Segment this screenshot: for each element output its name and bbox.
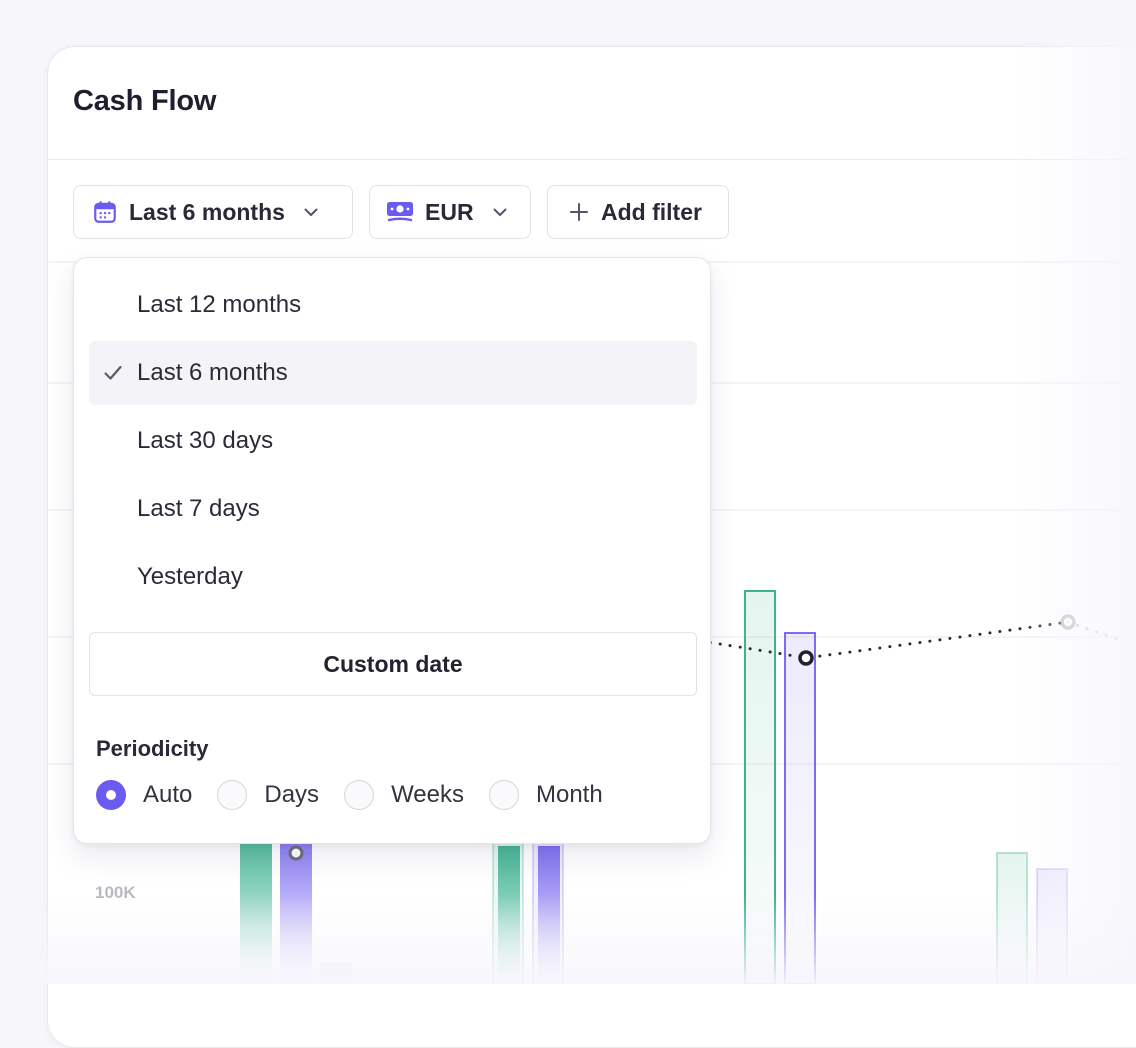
header-divider <box>48 159 1136 160</box>
income-bar <box>498 846 520 984</box>
currency-filter-label: EUR <box>425 198 474 225</box>
card-title: Cash Flow <box>73 85 217 117</box>
radio-indicator <box>217 780 248 810</box>
periodicity-radio[interactable]: Weeks <box>344 780 464 810</box>
expense-bar <box>320 962 352 984</box>
radio-indicator <box>488 780 519 810</box>
expense-bar <box>1036 868 1068 984</box>
periodicity-radio-group: Auto Days Weeks Month <box>96 780 628 810</box>
income-bar <box>240 830 272 980</box>
period-option-label: Last 12 months <box>137 291 302 318</box>
radio-indicator <box>96 780 126 810</box>
line-point <box>1060 614 1076 630</box>
period-option-label: Yesterday <box>137 563 243 590</box>
period-option[interactable]: Last 30 days <box>89 409 697 473</box>
banknote-icon <box>386 199 414 225</box>
period-option[interactable]: Last 7 days <box>89 477 697 541</box>
periodicity-radio[interactable]: Days <box>217 780 319 810</box>
period-filter-label: Last 6 months <box>129 198 285 225</box>
period-dropdown-menu: Last 12 months Last 6 months Last 30 days L… <box>73 257 711 844</box>
period-option-label: Last 30 days <box>137 427 274 454</box>
periodicity-radio-label: Month <box>535 781 603 808</box>
expense-bar <box>784 632 816 984</box>
periodicity-radio-label: Weeks <box>391 781 464 808</box>
chevron-down-icon <box>490 202 510 222</box>
chevron-down-icon <box>301 202 321 222</box>
currency-filter-button[interactable]: EUR <box>369 185 531 239</box>
expense-bar <box>538 846 560 984</box>
add-filter-label: Add filter <box>601 198 702 225</box>
check-icon <box>89 362 137 384</box>
period-option-label: Last 6 months <box>137 359 288 386</box>
custom-date-button[interactable]: Custom date <box>89 632 697 696</box>
calendar-icon <box>92 199 118 225</box>
periodicity-radio-label: Auto <box>143 781 193 808</box>
periodicity-radio[interactable]: Month <box>488 780 603 810</box>
line-point <box>288 845 304 861</box>
period-option[interactable]: Last 6 months <box>89 341 697 405</box>
period-option[interactable]: Last 12 months <box>89 273 697 337</box>
periodicity-label: Periodicity <box>96 736 209 761</box>
period-option-label: Last 7 days <box>137 495 260 522</box>
period-filter-button[interactable]: Last 6 months <box>73 185 353 239</box>
add-filter-button[interactable]: Add filter <box>547 185 729 239</box>
periodicity-radio-label: Days <box>264 781 320 808</box>
plus-icon <box>568 201 590 223</box>
period-option[interactable]: Yesterday <box>89 545 697 609</box>
line-point <box>798 650 814 666</box>
periodicity-radio[interactable]: Auto <box>96 780 192 810</box>
y-tick-label: 100K <box>95 883 136 902</box>
radio-indicator <box>344 780 375 810</box>
income-bar <box>996 852 1028 984</box>
